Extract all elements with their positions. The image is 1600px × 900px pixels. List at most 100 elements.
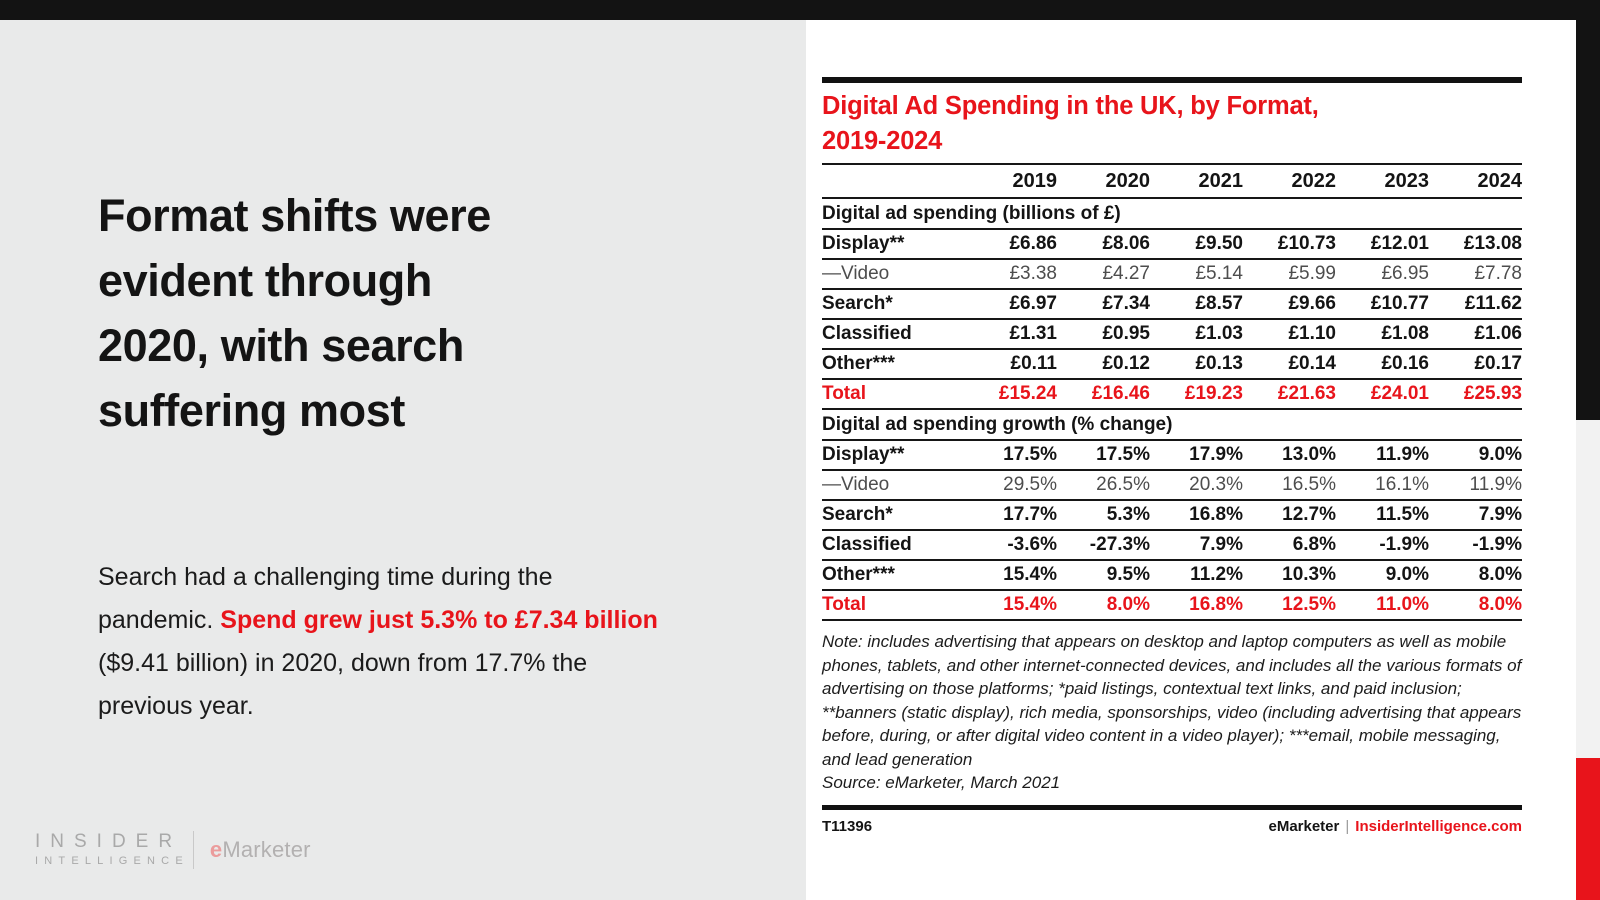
table-cell: 15.4% <box>1003 594 1057 615</box>
table-cell: £5.99 <box>1288 263 1336 284</box>
row-label: Other*** <box>822 564 895 585</box>
headline-line: suffering most <box>98 385 405 436</box>
year-header-cell: 2024 <box>1477 169 1523 192</box>
table-row: Total 15.4% 8.0% 16.8% 12.5% 11.0% 8.0% <box>822 591 1522 621</box>
table-cell: 7.9% <box>1478 504 1522 525</box>
table-cell: -3.6% <box>1007 534 1057 555</box>
table-cell: £0.16 <box>1381 353 1429 374</box>
chart-note: Note: includes advertising that appears … <box>822 632 1522 769</box>
table-cell: £8.57 <box>1195 293 1243 314</box>
table-cell: -1.9% <box>1472 534 1522 555</box>
edge-strip-black <box>1576 20 1600 420</box>
year-header-cell: 2020 <box>1105 169 1151 192</box>
table-cell: 17.7% <box>1003 504 1057 525</box>
table-cell: 12.7% <box>1282 504 1336 525</box>
table-cell: £4.27 <box>1102 263 1150 284</box>
table-cell: 5.3% <box>1106 504 1150 525</box>
table-row: Display** 17.5% 17.5% 17.9% 13.0% 11.9% 9.0% <box>822 441 1522 471</box>
footer-site-url: InsiderIntelligence.com <box>1355 817 1522 835</box>
row-label: —Video <box>822 263 890 284</box>
chart-id: T11396 <box>822 817 873 835</box>
row-label: Classified <box>822 534 912 555</box>
table-cell: 11.0% <box>1376 594 1429 615</box>
table-cell: £0.11 <box>1010 353 1058 374</box>
emarketer-wordmark: eMarketer <box>210 837 311 863</box>
table-cell: 11.9% <box>1469 474 1522 495</box>
table-row: Search* £6.97 £7.34 £8.57 £9.66 £10.77 £11.62 <box>822 290 1522 320</box>
table-cell: 8.0% <box>1478 564 1522 585</box>
table-cell: 16.5% <box>1282 474 1336 495</box>
chart-footer: T11396 eMarketer | InsiderIntelligence.c… <box>822 818 1522 835</box>
footer-brand: eMarketer <box>1268 817 1340 835</box>
year-header-cell: 2019 <box>1012 169 1058 192</box>
top-rule <box>822 77 1522 83</box>
table-cell: £24.01 <box>1370 383 1429 404</box>
edge-strip-red <box>1576 758 1600 900</box>
chart-title-line: Digital Ad Spending in the UK, by Format… <box>822 92 1319 120</box>
note-block: Note: includes advertising that appears … <box>822 630 1522 795</box>
table-cell: £0.17 <box>1474 353 1522 374</box>
table-cell: £5.14 <box>1195 263 1243 284</box>
row-label: Display** <box>822 444 905 465</box>
spending-table: 2019 2020 2021 2022 2023 2024 Digital ad spend… <box>822 163 1522 621</box>
body-text-plain: Search had a challenging time during the… <box>98 563 553 634</box>
row-label: Classified <box>822 323 912 344</box>
headline-line: Format shifts were <box>98 190 491 241</box>
logo-intelligence-text: INTELLIGENCE <box>35 855 189 867</box>
table-cell: £12.01 <box>1370 233 1429 254</box>
table-cell: £6.95 <box>1381 263 1429 284</box>
table-row: Other*** 15.4% 9.5% 11.2% 10.3% 9.0% 8.0% <box>822 561 1522 591</box>
row-label: Total <box>822 594 866 615</box>
body-text-plain: ($9.41 billion) in 2020, down from 17.7%… <box>98 649 588 720</box>
table-cell: £7.34 <box>1102 293 1150 314</box>
table-cell: £25.93 <box>1463 383 1522 404</box>
table-cell: 17.5% <box>1003 444 1057 465</box>
headline-line: 2020, with search <box>98 320 464 371</box>
slide-headline: Format shifts were evident through 2020,… <box>98 183 491 443</box>
top-black-bar <box>0 0 1600 20</box>
row-label: Other*** <box>822 353 895 374</box>
table-cell: 17.9% <box>1189 444 1243 465</box>
table-row: Classified £1.31 £0.95 £1.03 £1.10 £1.08 £1.06 <box>822 320 1522 350</box>
table-cell: £1.03 <box>1195 323 1243 344</box>
table-row: —Video 29.5% 26.5% 20.3% 16.5% 16.1% 11.9% <box>822 471 1522 501</box>
table-cell: £13.08 <box>1463 233 1522 254</box>
table-cell: 11.9% <box>1376 444 1429 465</box>
table-cell: £1.31 <box>1009 323 1057 344</box>
table-cell: £1.06 <box>1474 323 1522 344</box>
table-cell: 8.0% <box>1478 594 1522 615</box>
table-section-header: Digital ad spending (billions of £) <box>822 199 1522 230</box>
table-cell: 9.0% <box>1478 444 1522 465</box>
table-cell: 12.5% <box>1282 594 1336 615</box>
table-cell: £1.10 <box>1288 323 1336 344</box>
table-cell: 13.0% <box>1282 444 1336 465</box>
table-row: Classified -3.6% -27.3% 7.9% 6.8% -1.9% -1.9% <box>822 531 1522 561</box>
table-row: —Video £3.38 £4.27 £5.14 £5.99 £6.95 £7.78 <box>822 260 1522 290</box>
emarketer-rest: Marketer <box>222 837 311 862</box>
year-header-cell: 2023 <box>1384 169 1430 192</box>
table-cell: 11.5% <box>1376 504 1429 525</box>
table-cell: 16.1% <box>1375 474 1429 495</box>
table-cell: 15.4% <box>1003 564 1057 585</box>
table-cell: £19.23 <box>1184 383 1243 404</box>
table-cell: £10.73 <box>1277 233 1336 254</box>
year-header-cell: 2022 <box>1291 169 1337 192</box>
table-cell: £3.38 <box>1009 263 1057 284</box>
table-cell: 8.0% <box>1106 594 1150 615</box>
table-cell: £6.97 <box>1009 293 1057 314</box>
emarketer-e: e <box>209 837 223 862</box>
footer-divider: | <box>1345 817 1350 835</box>
row-label: Total <box>822 383 866 404</box>
table-cell: £16.46 <box>1091 383 1150 404</box>
chart-source: Source: eMarketer, March 2021 <box>822 773 1061 792</box>
table-row: Other*** £0.11 £0.12 £0.13 £0.14 £0.16 £0.17 <box>822 350 1522 380</box>
table-cell: £0.13 <box>1195 353 1243 374</box>
table-cell: £11.62 <box>1464 293 1522 314</box>
table-row: Display** £6.86 £8.06 £9.50 £10.73 £12.01 £13.… <box>822 230 1522 260</box>
table-cell: £10.77 <box>1370 293 1429 314</box>
table-cell: 6.8% <box>1292 534 1336 555</box>
table-cell: 20.3% <box>1189 474 1243 495</box>
table-cell: £9.50 <box>1195 233 1243 254</box>
table-cell: £9.66 <box>1288 293 1336 314</box>
logo-divider <box>192 831 194 869</box>
